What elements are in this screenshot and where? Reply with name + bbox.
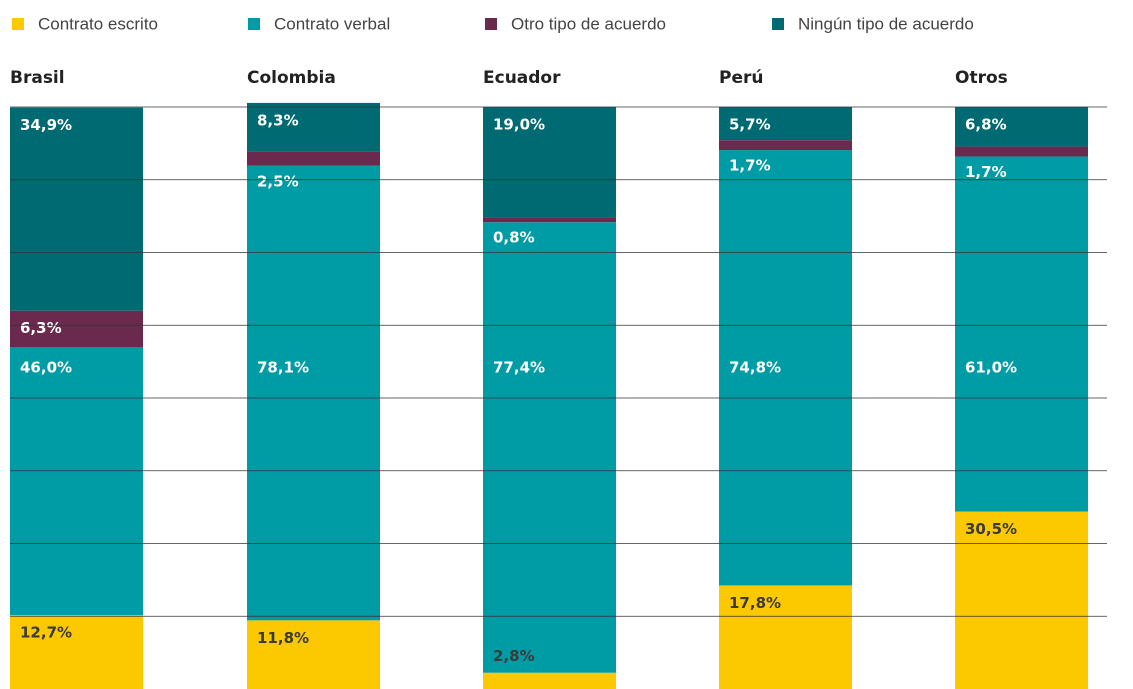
legend-swatch xyxy=(485,18,497,30)
category-label: Ecuador xyxy=(483,68,561,88)
value-label: 77,4% xyxy=(493,359,545,377)
value-label: 2,5% xyxy=(257,172,299,190)
value-label: 78,1% xyxy=(257,359,309,377)
category-label: Perú xyxy=(719,68,763,88)
value-label: 8,3% xyxy=(257,111,299,129)
legend-label: Contrato verbal xyxy=(274,14,390,33)
value-label: 6,8% xyxy=(965,116,1007,134)
legend-swatch xyxy=(12,18,24,30)
bar-segment xyxy=(483,107,616,218)
value-label: 1,7% xyxy=(965,163,1007,181)
value-label: 5,7% xyxy=(729,116,771,134)
bar-segment xyxy=(483,222,616,673)
value-label: 61,0% xyxy=(965,359,1017,377)
bar-segment xyxy=(247,151,380,166)
value-label: 1,7% xyxy=(729,157,771,175)
bar-segment xyxy=(10,310,143,348)
bar-segment xyxy=(483,672,616,689)
legend-label: Otro tipo de acuerdo xyxy=(511,14,666,33)
legend-label: Contrato escrito xyxy=(38,14,158,33)
value-label: 12,7% xyxy=(20,624,72,642)
legend-swatch xyxy=(772,18,784,30)
bar-segment xyxy=(955,511,1088,689)
value-label: 74,8% xyxy=(729,359,781,377)
bar-segment xyxy=(247,620,380,689)
value-label: 11,8% xyxy=(257,629,309,647)
bar-segment xyxy=(719,150,852,586)
value-label: 30,5% xyxy=(965,520,1017,538)
legend-label: Ningún tipo de acuerdo xyxy=(798,14,974,33)
value-label: 17,8% xyxy=(729,594,781,612)
category-label: Colombia xyxy=(247,68,336,88)
bar-segment xyxy=(10,107,143,311)
bar-segment xyxy=(10,615,143,689)
bar-segment xyxy=(247,165,380,621)
bar-segment xyxy=(955,156,1088,512)
category-label: Otros xyxy=(955,68,1008,88)
legend-swatch xyxy=(248,18,260,30)
bar-segment xyxy=(955,146,1088,157)
value-label: 34,9% xyxy=(20,116,72,134)
value-label: 0,8% xyxy=(493,229,535,247)
bar-segment xyxy=(955,107,1088,147)
value-label: 2,8% xyxy=(493,647,535,665)
bar-segment xyxy=(719,140,852,151)
value-label: 46,0% xyxy=(20,359,72,377)
category-label: Brasil xyxy=(10,68,65,88)
bar-segment xyxy=(247,102,380,152)
bar-segment xyxy=(719,107,852,141)
value-label: 6,3% xyxy=(20,319,62,337)
bar-segment xyxy=(719,585,852,689)
value-label: 19,0% xyxy=(493,116,545,134)
bar-segment xyxy=(10,347,143,616)
bar-segment xyxy=(483,217,616,223)
